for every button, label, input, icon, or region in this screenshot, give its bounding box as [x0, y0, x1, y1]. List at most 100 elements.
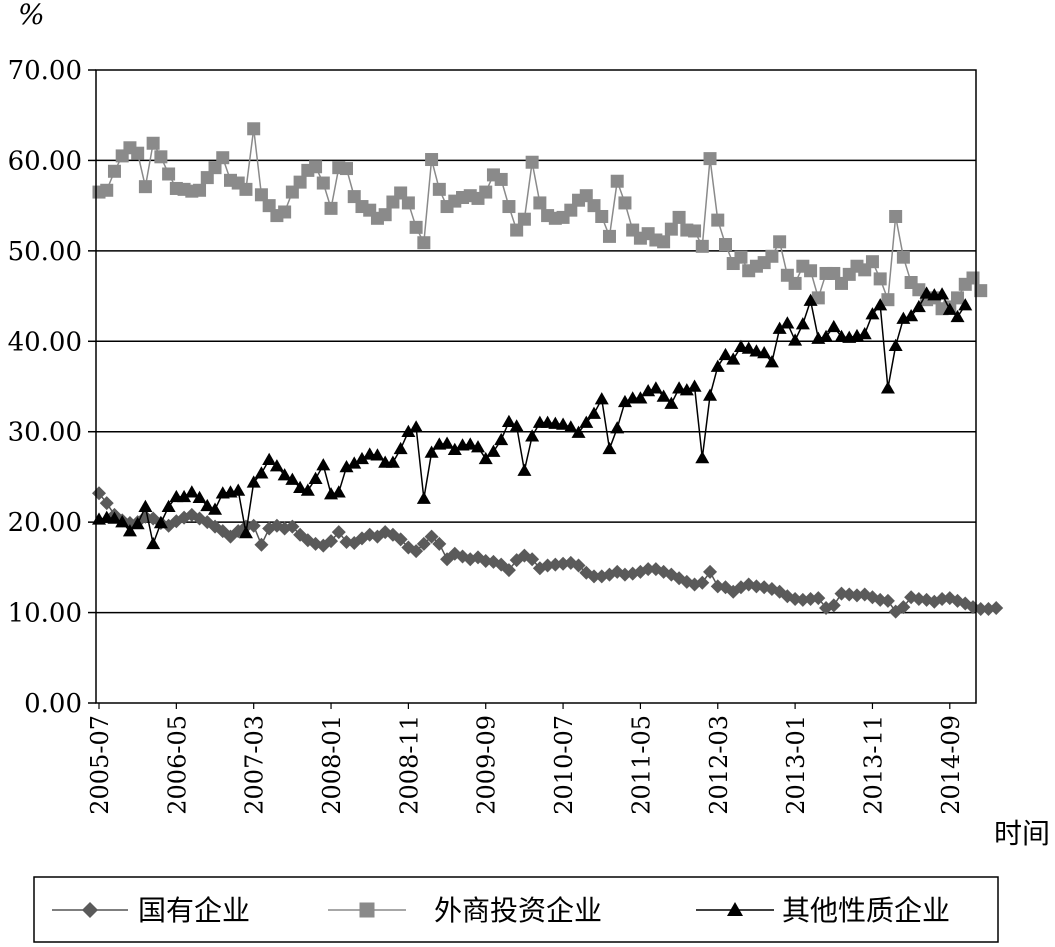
data-point — [247, 122, 261, 136]
data-point — [370, 448, 385, 461]
data-point — [803, 293, 818, 306]
data-point — [912, 283, 926, 297]
legend-label: 其他性质企业 — [782, 894, 950, 927]
data-point — [672, 210, 686, 224]
data-point — [571, 558, 586, 573]
data-point — [409, 544, 424, 559]
data-point — [115, 515, 130, 528]
data-point — [525, 429, 540, 442]
data-point — [764, 355, 779, 368]
data-point — [710, 359, 725, 372]
data-point — [695, 450, 710, 464]
data-point — [409, 220, 423, 234]
data-point — [316, 458, 331, 471]
data-point — [942, 302, 957, 315]
data-point — [857, 327, 872, 340]
data-point — [780, 316, 795, 329]
data-point — [773, 235, 787, 249]
series-3 — [92, 286, 973, 550]
data-point — [231, 483, 246, 496]
data-point — [935, 287, 950, 300]
data-point — [579, 415, 594, 428]
data-point — [602, 441, 617, 455]
data-point — [865, 255, 879, 269]
legend-label: 国有企业 — [138, 894, 250, 927]
data-point — [417, 236, 431, 250]
data-point — [502, 200, 516, 214]
data-point — [888, 338, 903, 352]
data-point — [184, 485, 199, 498]
data-point — [950, 309, 965, 323]
data-point — [788, 333, 803, 346]
data-point — [479, 185, 493, 199]
data-point — [153, 516, 168, 529]
data-point — [951, 291, 965, 305]
data-point — [641, 562, 656, 577]
data-point — [285, 185, 299, 199]
data-point — [757, 346, 772, 359]
data-point — [177, 510, 192, 525]
y-tick-label: 60.00 — [8, 146, 82, 176]
data-point — [587, 406, 602, 419]
data-point — [200, 171, 214, 185]
x-tick-label: 2013-11 — [859, 715, 887, 815]
data-point — [440, 436, 455, 449]
data-point — [424, 529, 439, 544]
data-point — [486, 444, 501, 457]
data-point — [795, 317, 810, 330]
data-point — [896, 600, 911, 615]
data-point — [424, 445, 439, 458]
series-2 — [92, 122, 988, 316]
data-point — [595, 209, 609, 223]
data-point — [385, 455, 400, 468]
data-point — [331, 485, 346, 498]
data-point — [571, 425, 586, 438]
data-point — [177, 489, 192, 503]
data-point — [208, 502, 223, 515]
data-point — [656, 389, 671, 402]
data-point — [254, 537, 269, 552]
data-point — [587, 199, 601, 213]
data-point — [130, 516, 145, 530]
data-point — [92, 486, 106, 501]
data-point — [347, 456, 362, 469]
data-point — [162, 167, 176, 181]
data-point — [819, 329, 834, 343]
y-tick-label: 50.00 — [8, 237, 82, 267]
data-point — [393, 532, 408, 547]
data-point — [262, 199, 276, 213]
x-tick-label: 2006-05 — [163, 715, 191, 815]
data-point — [300, 483, 315, 496]
data-point — [192, 490, 207, 503]
data-point — [811, 291, 825, 305]
data-point — [911, 299, 926, 313]
data-point — [161, 499, 176, 513]
data-point — [416, 536, 431, 551]
data-point — [378, 208, 392, 222]
legend-item-1: 国有企业 — [52, 894, 250, 927]
x-tick-label: 2007-03 — [241, 715, 269, 815]
y-axis-unit: % — [18, 0, 45, 31]
data-point — [966, 271, 980, 285]
data-point — [501, 563, 516, 578]
data-point — [827, 266, 841, 280]
data-point — [193, 183, 207, 197]
data-point — [254, 188, 268, 202]
legend: 国有企业 外商投资企业 其他性质企业 — [33, 876, 999, 943]
y-tick-label: 70.00 — [8, 56, 82, 86]
data-point — [873, 272, 887, 286]
data-point — [447, 442, 462, 456]
data-point — [239, 182, 253, 196]
data-point — [765, 249, 779, 263]
x-tick-label: 2011-05 — [627, 715, 655, 815]
data-point — [277, 468, 292, 481]
x-tick-label: 2008-01 — [318, 715, 346, 815]
data-point — [826, 598, 841, 613]
data-point — [509, 419, 524, 432]
data-point — [602, 229, 616, 243]
data-point — [82, 902, 98, 918]
x-tick-label: 2010-07 — [550, 715, 578, 815]
data-point — [703, 152, 717, 166]
data-point — [617, 394, 632, 408]
data-point — [904, 308, 919, 322]
